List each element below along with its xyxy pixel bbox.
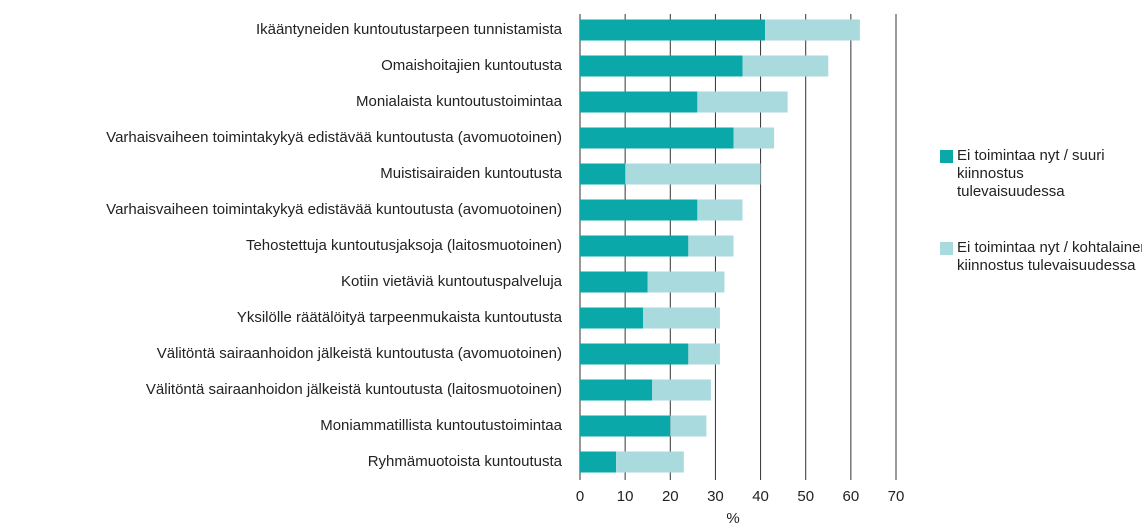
y-tick-label: Monialaista kuntoutustoimintaa <box>356 93 563 110</box>
bar-segment <box>765 19 860 41</box>
bar-segment <box>697 91 788 113</box>
y-tick-label: Muistisairaiden kuntoutusta <box>380 165 562 182</box>
y-tick-label: Tehostettuja kuntoutusjaksoja (laitosmuo… <box>246 237 562 254</box>
bar-segment <box>580 91 698 113</box>
bar-segment <box>697 199 743 221</box>
bar-segment <box>580 379 653 401</box>
bar-segment <box>580 307 644 329</box>
legend-swatch <box>940 242 953 255</box>
x-tick-label: 20 <box>662 488 679 505</box>
bar-segment <box>647 271 725 293</box>
bar-segment <box>580 343 689 365</box>
bar-segment <box>580 55 743 77</box>
y-tick-label: Kotiin vietäviä kuntoutuspalveluja <box>341 273 563 290</box>
bar-segment <box>688 343 720 365</box>
y-tick-label: Varhaisvaiheen toimintakykyä edistävää k… <box>106 201 562 218</box>
bar-segment <box>580 163 626 185</box>
bar-segment <box>580 19 766 41</box>
legend-label: Ei toimintaa nyt / kohtalainen kiinnostu… <box>957 239 1142 274</box>
bar-segment <box>652 379 711 401</box>
bar-segment <box>580 199 698 221</box>
bar-segment <box>742 55 829 77</box>
y-tick-label: Ikääntyneiden kuntoutustarpeen tunnistam… <box>256 21 563 38</box>
bar-segment <box>643 307 720 329</box>
y-tick-label: Välitöntä sairaanhoidon jälkeistä kuntou… <box>157 345 562 362</box>
bar-segment <box>688 235 734 257</box>
y-tick-label: Moniammatillista kuntoutustoimintaa <box>320 417 562 434</box>
y-tick-label: Omaishoitajien kuntoutusta <box>381 57 563 74</box>
bar-segment <box>580 415 671 437</box>
y-tick-label: Yksilölle räätälöityä tarpeenmukaista ku… <box>237 309 563 326</box>
bar-segment <box>580 235 689 257</box>
x-tick-label: 10 <box>617 488 634 505</box>
bar-segment <box>733 127 775 149</box>
y-tick-label: Varhaisvaiheen toimintakykyä edistävää k… <box>106 129 562 146</box>
bar-segment <box>580 127 734 149</box>
bar-segment <box>616 451 684 473</box>
y-tick-label: Välitöntä sairaanhoidon jälkeistä kuntou… <box>146 381 562 398</box>
x-tick-label: 40 <box>752 488 769 505</box>
legend-swatch <box>940 150 953 163</box>
bar-segment <box>580 451 617 473</box>
bar-segment <box>580 271 648 293</box>
x-tick-label: 60 <box>843 488 860 505</box>
y-tick-label: Ryhmämuotoista kuntoutusta <box>368 453 563 470</box>
bar-segment <box>670 415 707 437</box>
x-tick-label: 50 <box>797 488 814 505</box>
x-tick-label: 0 <box>576 488 584 505</box>
x-axis-label: % <box>726 510 739 527</box>
legend-label: Ei toimintaa nyt / suuri kiinnostus tule… <box>957 147 1105 200</box>
bar-segment <box>625 163 761 185</box>
x-tick-label: 30 <box>707 488 724 505</box>
x-tick-label: 70 <box>888 488 905 505</box>
